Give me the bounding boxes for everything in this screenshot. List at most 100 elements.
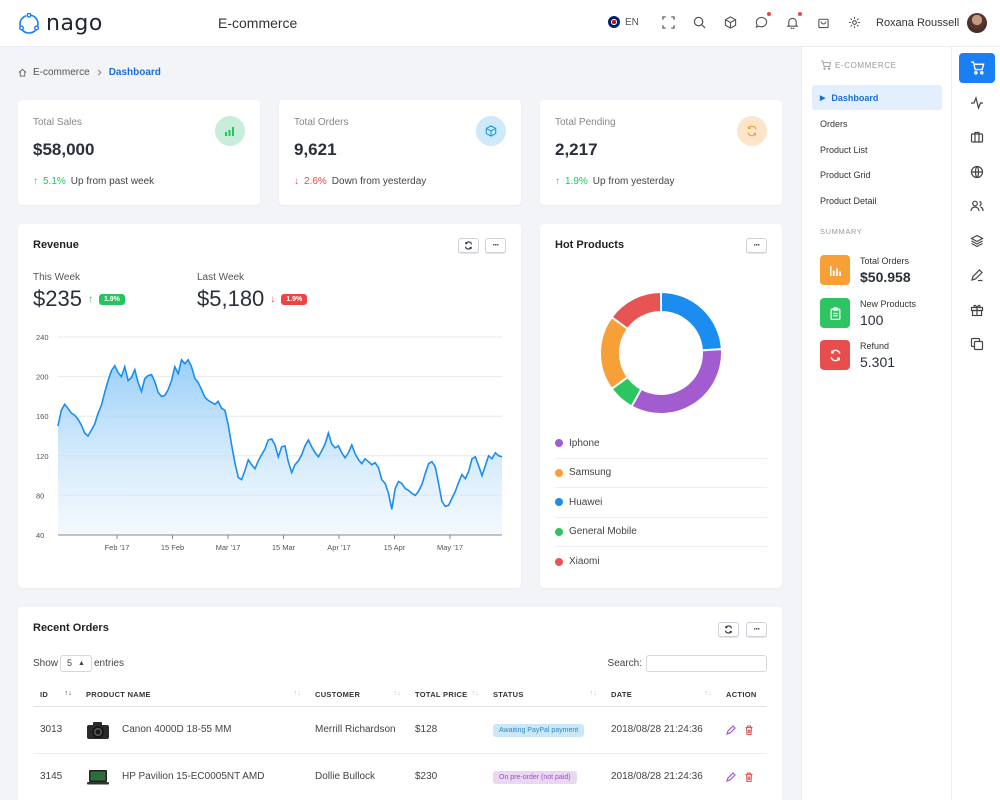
search-input[interactable] — [646, 654, 767, 672]
stat-trend: ↓ 2.6% Down from yesterday — [294, 176, 426, 187]
edit-icon[interactable] — [726, 771, 736, 782]
logo[interactable]: nago — [18, 11, 103, 36]
gift-icon[interactable] — [959, 295, 995, 325]
cell-date: 2018/08/28 21:24:36 — [604, 706, 719, 754]
settings-icon[interactable] — [846, 14, 862, 30]
card-title: Recent Orders — [33, 622, 109, 634]
stat-label: Total Orders — [294, 117, 349, 128]
table-row[interactable]: 3145 HP Pavilion 15-EC0005NT AMD Dollie … — [33, 753, 767, 800]
column-header-date[interactable]: DATE ↑↓ — [604, 684, 719, 707]
refresh-button[interactable] — [458, 238, 479, 253]
delete-icon[interactable] — [744, 771, 754, 782]
column-label: ID — [40, 690, 49, 700]
sidebar-item-product-list[interactable]: Product List — [812, 137, 942, 162]
globe-icon[interactable] — [959, 157, 995, 187]
chat-icon[interactable] — [753, 11, 773, 30]
sidebar-item-label: Orders — [820, 118, 848, 129]
sidebar-item-label: Product List — [820, 144, 868, 155]
entries-select[interactable]: 5 ▲ — [60, 654, 92, 672]
hot-products-donut — [599, 290, 723, 415]
last-week-value-row: $5,180 ↓ 1.9% — [197, 286, 308, 312]
cell-id: 3013 — [33, 706, 79, 754]
arrow-up-icon: ↑ — [33, 176, 38, 187]
table-row[interactable]: 3013 Canon 4000D 18-55 MM Merrill Richar… — [33, 706, 767, 754]
column-label: TOTAL PRICE — [415, 690, 468, 700]
more-options-button[interactable]: ··· — [746, 622, 767, 637]
recent-orders-card: Recent Orders ··· Show 5 ▲ entries Searc… — [18, 607, 782, 800]
cell-status: Awaiting PayPal payment — [486, 706, 604, 754]
user-menu[interactable]: Roxana Roussell — [876, 13, 988, 33]
refresh-icon — [724, 625, 733, 634]
stat-label: Total Pending — [555, 117, 616, 128]
header-actions: EN — [608, 11, 870, 30]
column-header-status[interactable]: STATUS ↑↓ — [486, 684, 604, 707]
fullscreen-icon[interactable] — [660, 14, 676, 30]
sort-icon: ↑↓ — [293, 690, 301, 698]
donut-slice — [630, 348, 723, 415]
column-header-customer[interactable]: CUSTOMER ↑↓ — [308, 684, 408, 707]
column-header-product[interactable]: PRODUCT NAME ↑↓ — [79, 684, 308, 707]
sort-icon: ↑↓ — [704, 690, 712, 698]
revenue-line — [57, 358, 503, 510]
refresh-icon — [820, 340, 850, 370]
arrow-down-icon: ↓ — [294, 176, 299, 187]
stat-change-text: Down from yesterday — [331, 176, 427, 187]
arrow-up-icon: ↑ — [555, 176, 560, 187]
status-badge: On pre-order (not paid) — [493, 771, 577, 784]
copy-icon[interactable] — [959, 329, 995, 359]
legend-dot — [555, 439, 563, 448]
sidebar-item-product-detail[interactable]: Product Detail — [812, 188, 942, 213]
column-header-price[interactable]: TOTAL PRICE ↑↓ — [408, 684, 486, 707]
more-icon: ··· — [492, 240, 500, 250]
delete-icon[interactable] — [744, 724, 754, 735]
cell-action — [719, 753, 767, 800]
summary-refund: Refund 5.301 — [820, 340, 895, 370]
last-week-label: Last Week — [197, 272, 245, 283]
summary-total-orders: Total Orders $50.958 — [820, 255, 911, 285]
pen-icon[interactable] — [959, 260, 995, 290]
cube-icon[interactable] — [722, 14, 738, 30]
entries-control: Show 5 ▲ entries — [33, 654, 124, 672]
product-name: Canon 4000D 18-55 MM — [122, 724, 232, 735]
icon-rail — [951, 47, 1000, 800]
search-icon[interactable] — [691, 14, 707, 30]
this-week-value-row: $235 ↑ 1.9% — [33, 286, 125, 312]
more-icon: ··· — [753, 624, 761, 634]
bell-icon[interactable] — [784, 11, 804, 30]
column-header-id[interactable]: ID ↑↓ — [33, 684, 79, 707]
last-week-block: Last Week $5,180 ↓ 1.9% — [197, 272, 308, 312]
more-options-button[interactable]: ··· — [746, 238, 767, 253]
sidebar-item-label: Product Grid — [820, 169, 871, 180]
legend-label: Iphone — [569, 437, 600, 449]
cart-icon[interactable] — [959, 53, 995, 83]
y-tick-label: 240 — [36, 333, 49, 342]
legend-label: Samsung — [569, 467, 612, 479]
more-options-button[interactable]: ··· — [485, 238, 506, 253]
sidebar-item-orders[interactable]: Orders — [812, 111, 942, 136]
search-label: Search: — [607, 657, 642, 669]
x-tick-label: 15 Apr — [384, 543, 406, 552]
shopping-bag-icon[interactable] — [815, 14, 831, 30]
layers-icon[interactable] — [959, 226, 995, 256]
cell-product: HP Pavilion 15-EC0005NT AMD — [79, 753, 308, 800]
edit-icon[interactable] — [726, 724, 736, 735]
home-icon[interactable] — [18, 68, 27, 77]
sort-icon: ↑↓ — [471, 690, 479, 698]
table-controls: Show 5 ▲ entries Search: — [33, 653, 767, 673]
users-icon[interactable] — [959, 191, 995, 221]
sidebar-item-dashboard[interactable]: ▶ Dashboard — [812, 85, 942, 110]
product-name: HP Pavilion 15-EC0005NT AMD — [122, 771, 265, 782]
legend-item: Iphone — [555, 429, 767, 459]
activity-icon[interactable] — [959, 88, 995, 118]
summary-value: 5.301 — [860, 354, 896, 370]
legend-label: General Mobile — [569, 526, 637, 538]
sort-arrows-icon: ▲ — [78, 659, 85, 667]
column-label: DATE — [611, 690, 633, 700]
y-tick-label: 120 — [36, 452, 49, 461]
sidebar-item-product-grid[interactable]: Product Grid — [812, 162, 942, 187]
refresh-button[interactable] — [718, 622, 739, 637]
briefcase-icon[interactable] — [959, 122, 995, 152]
legend-dot — [555, 498, 563, 507]
breadcrumb-item-ecommerce[interactable]: E-commerce — [33, 67, 90, 78]
language-selector[interactable]: EN — [608, 16, 639, 28]
